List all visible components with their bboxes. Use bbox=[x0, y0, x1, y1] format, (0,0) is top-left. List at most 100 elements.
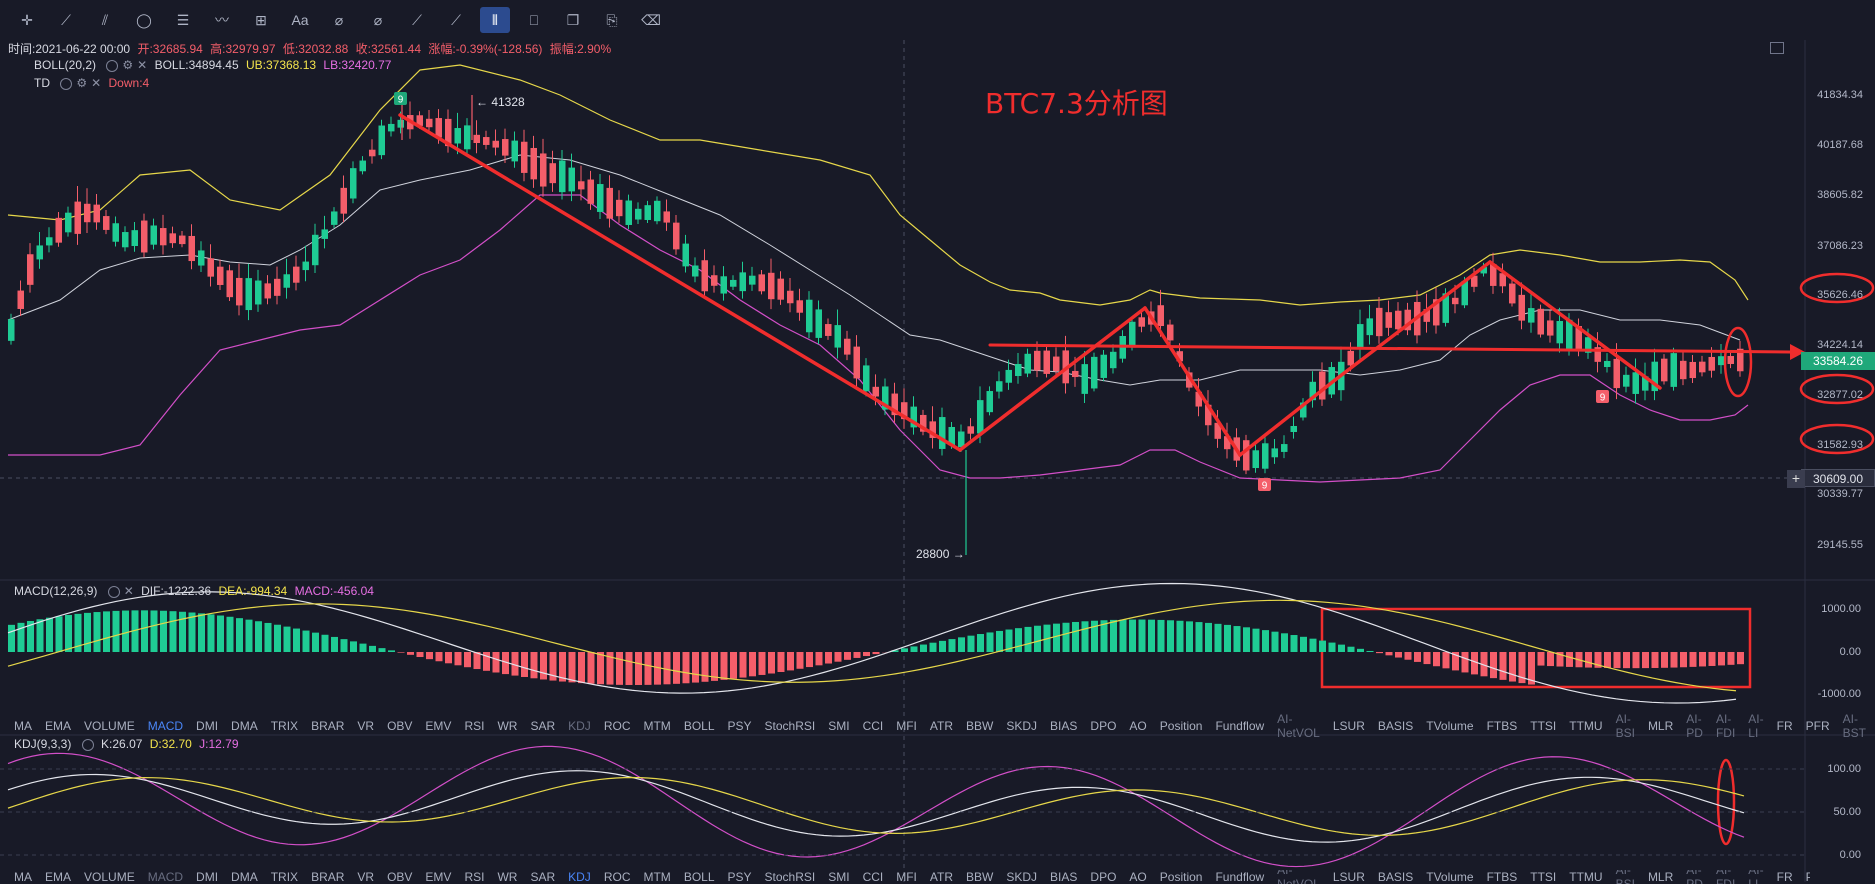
macd-histogram-bar bbox=[1367, 651, 1374, 652]
indicator-tab-ma[interactable]: MA bbox=[14, 719, 32, 733]
indicator-tab-rsi[interactable]: RSI bbox=[464, 719, 484, 733]
indicator-tab-mlr[interactable]: MLR bbox=[1648, 719, 1673, 733]
macd-histogram-bar bbox=[8, 625, 15, 652]
indicator-tab-dpo[interactable]: DPO bbox=[1090, 719, 1116, 733]
indicator-tab-brar[interactable]: BRAR bbox=[311, 719, 344, 733]
indicator-tab-ema[interactable]: EMA bbox=[45, 719, 71, 733]
eye-icon[interactable] bbox=[108, 586, 120, 598]
add-icon[interactable]: + bbox=[1787, 470, 1805, 488]
macd-histogram-bar bbox=[1329, 643, 1336, 652]
macd-histogram-bar bbox=[930, 643, 937, 652]
indicator-tab-cci[interactable]: CCI bbox=[863, 719, 884, 733]
indicator-tab-bbw[interactable]: BBW bbox=[966, 719, 993, 733]
macd-histogram-bar bbox=[1566, 652, 1573, 667]
indicator-tab-atr[interactable]: ATR bbox=[930, 719, 953, 733]
indicator-tab-stochrsi[interactable]: StochRSI bbox=[765, 719, 816, 733]
indicator-tab-lsur[interactable]: LSUR bbox=[1333, 719, 1365, 733]
candle-body bbox=[312, 235, 319, 265]
macd-histogram-bar bbox=[730, 652, 737, 679]
indicator-tab-emv[interactable]: EMV bbox=[425, 719, 451, 733]
candle-body bbox=[388, 124, 395, 131]
candle-body bbox=[711, 275, 718, 286]
candle-body bbox=[1348, 351, 1355, 365]
indicator-tab-obv[interactable]: OBV bbox=[387, 719, 412, 733]
macd-histogram-bar bbox=[360, 644, 367, 652]
macd-histogram-bar bbox=[721, 652, 728, 680]
macd-pane bbox=[8, 583, 1744, 703]
indicator-tab-pfr[interactable]: PFR bbox=[1806, 719, 1830, 733]
indicator-tab-ai-bst[interactable]: AI-BST bbox=[1843, 712, 1866, 740]
indicator-tab-fr[interactable]: FR bbox=[1777, 719, 1793, 733]
candle-body bbox=[1091, 357, 1098, 389]
indicator-tab-dma[interactable]: DMA bbox=[231, 719, 258, 733]
indicator-tab-ai-bsi[interactable]: AI-BSI bbox=[1616, 712, 1635, 740]
indicator-tab-position[interactable]: Position bbox=[1160, 719, 1203, 733]
macd-histogram-bar bbox=[1063, 623, 1070, 652]
candle-body bbox=[493, 141, 500, 148]
low-price-label: 28800 → bbox=[916, 547, 965, 561]
indicator-tab-roc[interactable]: ROC bbox=[604, 719, 631, 733]
macd-histogram-bar bbox=[844, 652, 851, 660]
indicator-tab-sar[interactable]: SAR bbox=[530, 719, 555, 733]
macd-histogram-bar bbox=[1652, 652, 1659, 668]
indicator-tab-psy[interactable]: PSY bbox=[728, 719, 752, 733]
indicator-tab-mfi[interactable]: MFI bbox=[896, 719, 917, 733]
indicator-tab-kdj[interactable]: KDJ bbox=[568, 719, 591, 733]
indicator-tab-ttmu[interactable]: TTMU bbox=[1569, 719, 1602, 733]
macd-histogram-bar bbox=[1443, 652, 1450, 668]
macd-histogram-bar bbox=[1462, 652, 1469, 672]
indicator-tab-vr[interactable]: VR bbox=[357, 719, 374, 733]
indicator-tab-volume[interactable]: VOLUME bbox=[84, 719, 135, 733]
td-marker-label: 9 bbox=[398, 95, 404, 106]
price-tick: 30339.77 bbox=[1817, 488, 1863, 500]
indicator-tab-dmi[interactable]: DMI bbox=[196, 719, 218, 733]
candle-body bbox=[1604, 361, 1611, 367]
macd-histogram-bar bbox=[312, 633, 319, 652]
macd-histogram-bar bbox=[493, 652, 500, 672]
indicator-tab-ttsi[interactable]: TTSI bbox=[1530, 719, 1556, 733]
indicator-tab-bias[interactable]: BIAS bbox=[1050, 719, 1077, 733]
candle-body bbox=[996, 381, 1003, 391]
candle-body bbox=[1262, 443, 1269, 468]
macd-histogram-bar bbox=[806, 652, 813, 667]
macd-histogram-bar bbox=[1082, 621, 1089, 652]
macd-histogram-bar bbox=[759, 652, 766, 675]
indicator-tab-ao[interactable]: AO bbox=[1129, 719, 1146, 733]
indicator-tab-skdj[interactable]: SKDJ bbox=[1006, 719, 1037, 733]
close-icon[interactable]: ✕ bbox=[124, 584, 134, 598]
indicator-tab-macd[interactable]: MACD bbox=[148, 719, 183, 733]
candle-body bbox=[1006, 370, 1013, 383]
indicator-tab-ai-fdi[interactable]: AI-FDI bbox=[1716, 712, 1735, 740]
eye-icon[interactable] bbox=[82, 739, 94, 751]
indicator-tab-wr[interactable]: WR bbox=[497, 719, 517, 733]
current-price-badge: 33584.26 bbox=[1801, 352, 1875, 370]
macd-histogram-bar bbox=[445, 652, 452, 663]
macd-histogram-bar bbox=[968, 636, 975, 652]
macd-histogram-bar bbox=[1357, 649, 1364, 652]
indicator-tab-boll[interactable]: BOLL bbox=[684, 719, 715, 733]
indicator-tab-ai-li[interactable]: AI-LI bbox=[1748, 712, 1763, 740]
candle-body bbox=[768, 273, 775, 299]
indicator-tab-trix[interactable]: TRIX bbox=[271, 719, 298, 733]
candle-body bbox=[1044, 351, 1051, 374]
candle-body bbox=[806, 300, 813, 333]
macd-histogram-bar bbox=[626, 652, 633, 685]
indicator-tab-tvolume[interactable]: TVolume bbox=[1426, 719, 1473, 733]
indicator-tab-smi[interactable]: SMI bbox=[828, 719, 849, 733]
down-leg-line bbox=[1145, 308, 1240, 455]
candle-body bbox=[350, 168, 357, 198]
indicator-tab-fundflow[interactable]: Fundflow bbox=[1215, 719, 1264, 733]
indicator-tab-mtm[interactable]: MTM bbox=[643, 719, 670, 733]
candle-body bbox=[474, 135, 481, 143]
indicator-tab-basis[interactable]: BASIS bbox=[1378, 719, 1413, 733]
indicator-tab-ai-netvol[interactable]: AI-NetVOL bbox=[1277, 712, 1320, 740]
candle-body bbox=[816, 309, 823, 337]
candle-body bbox=[645, 205, 652, 220]
candle-body bbox=[1376, 308, 1383, 336]
candle-body bbox=[455, 128, 462, 143]
indicator-tab-ftbs[interactable]: FTBS bbox=[1487, 719, 1518, 733]
indicator-tab-ai-pd[interactable]: AI-PD bbox=[1686, 712, 1703, 740]
expand-icon[interactable] bbox=[1770, 42, 1784, 54]
candle-body bbox=[1034, 351, 1041, 371]
